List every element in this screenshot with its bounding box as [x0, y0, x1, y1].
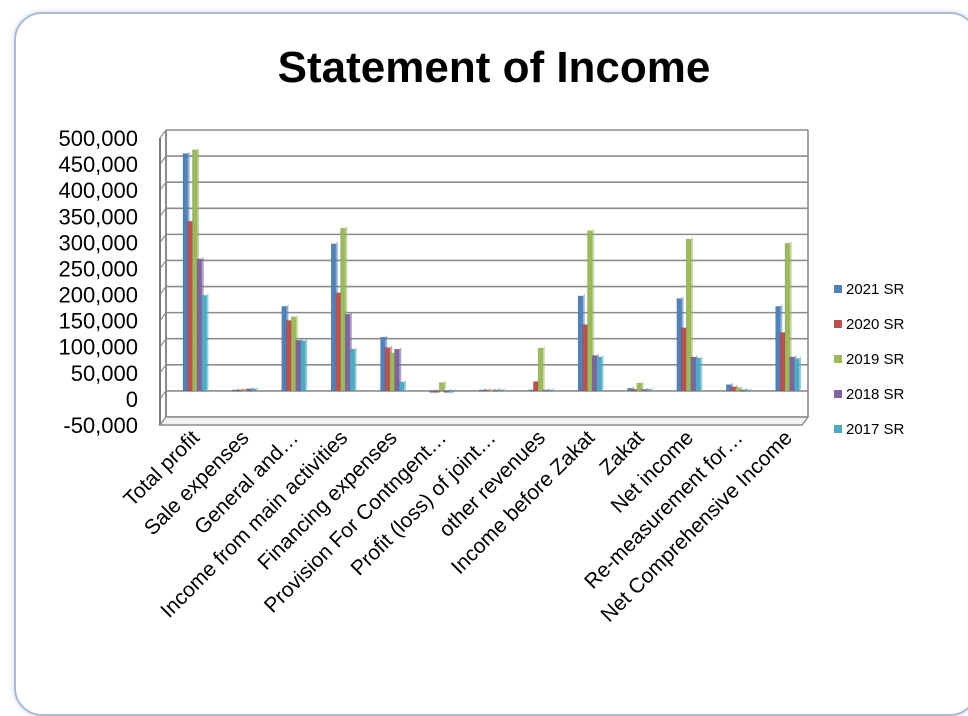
bar	[448, 388, 456, 393]
bar	[636, 381, 644, 392]
bar	[695, 356, 703, 392]
legend-label: 2019 SR	[846, 351, 905, 368]
bar	[744, 387, 752, 392]
legend-swatch	[834, 285, 842, 293]
chart-floor	[158, 416, 810, 426]
bar	[596, 354, 604, 392]
legend-swatch	[834, 425, 842, 433]
bar	[349, 347, 357, 392]
bar	[537, 346, 545, 392]
bar	[735, 385, 743, 392]
legend-label: 2017 SR	[846, 421, 905, 438]
legend-label: 2018 SR	[846, 386, 905, 403]
legend-label: 2021 SR	[846, 281, 905, 298]
bar	[250, 386, 258, 392]
bar	[645, 387, 653, 392]
bar	[685, 237, 693, 392]
bar	[439, 380, 446, 392]
y-tick-label: 250,000	[58, 256, 138, 281]
chart: Statement of Income -50,000050,000100,00…	[58, 43, 905, 627]
bar	[300, 338, 308, 392]
bar	[547, 387, 555, 392]
legend-swatch	[834, 355, 842, 363]
legend-swatch	[834, 320, 842, 328]
y-tick-label: 150,000	[58, 309, 138, 334]
gridlines	[159, 129, 808, 426]
bar	[794, 356, 802, 392]
y-tick-labels: -50,000050,000100,000150,000200,000250,0…	[58, 126, 138, 438]
y-tick-label: 500,000	[58, 126, 138, 151]
legend-swatch	[834, 390, 842, 398]
bar	[201, 293, 209, 392]
y-tick-label: 400,000	[58, 178, 138, 203]
bar	[587, 228, 595, 392]
bar	[784, 241, 792, 392]
bar	[394, 347, 402, 392]
y-tick-label: -50,000	[63, 413, 138, 438]
bar	[497, 387, 505, 392]
bars	[182, 147, 802, 393]
bar	[399, 380, 406, 392]
y-tick-label: 300,000	[58, 230, 138, 255]
axes	[158, 130, 810, 426]
y-tick-label: 450,000	[58, 152, 138, 177]
legend-label: 2020 SR	[846, 316, 905, 333]
chart-title: Statement of Income	[278, 43, 711, 92]
legend: 2021 SR 2020 SR 2019 SR 2018 SR 2017 SR	[834, 281, 905, 438]
y-tick-label: 0	[126, 387, 138, 412]
y-tick-label: 100,000	[58, 335, 138, 360]
y-tick-label: 50,000	[71, 361, 138, 386]
y-tick-label: 350,000	[58, 204, 138, 229]
y-tick-label: 200,000	[58, 283, 138, 308]
